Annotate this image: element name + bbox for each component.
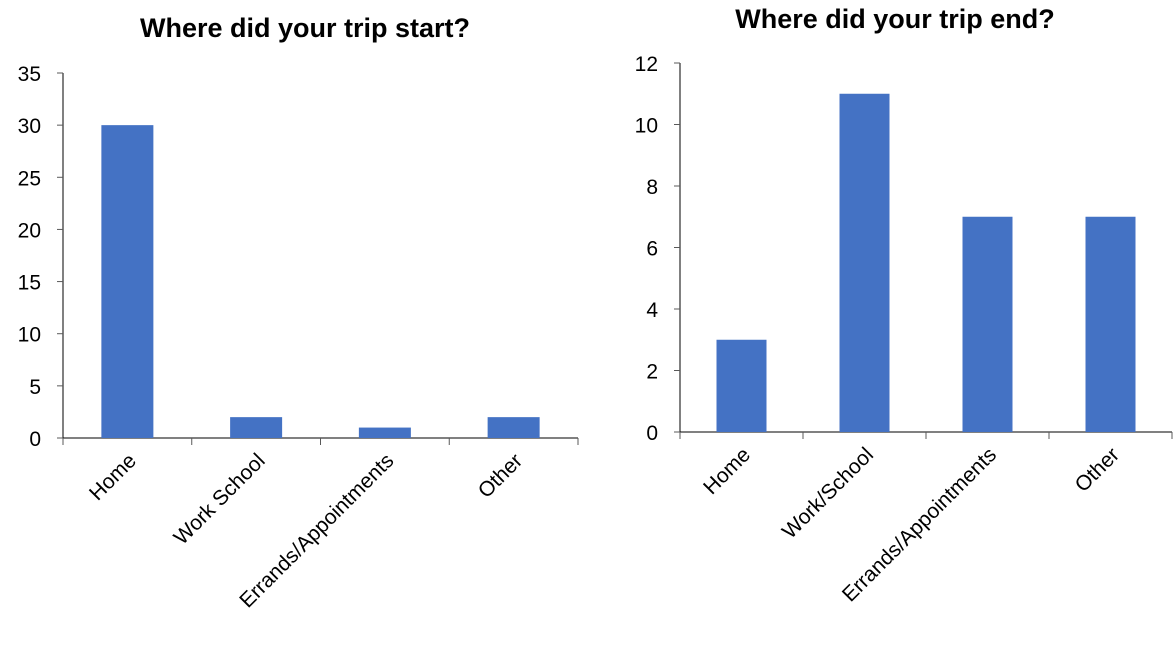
bar (839, 93, 890, 432)
y-tick-label: 4 (646, 299, 658, 322)
x-category-label: Home (699, 443, 755, 499)
y-tick-label: 6 (646, 238, 658, 261)
bar (358, 427, 411, 438)
bar (962, 216, 1013, 432)
x-category-label: Home (85, 449, 141, 505)
y-tick-label: 2 (646, 361, 658, 384)
bar (716, 339, 767, 432)
y-tick-label: 30 (18, 115, 41, 138)
y-tick-label: 10 (18, 324, 41, 347)
y-tick-label: 12 (635, 53, 658, 76)
x-category-label: Work School (169, 449, 269, 549)
bar (101, 125, 154, 439)
y-tick-label: 0 (646, 422, 658, 445)
x-category-label: Work/School (778, 443, 878, 543)
y-tick-label: 35 (18, 63, 41, 86)
x-category-label: Other (474, 449, 527, 502)
y-tick-label: 20 (18, 219, 41, 242)
chart-title: Where did your trip end? (735, 4, 1055, 34)
y-tick-label: 0 (29, 428, 41, 451)
y-tick-label: 8 (646, 176, 658, 199)
y-tick-label: 15 (18, 272, 41, 295)
y-tick-label: 25 (18, 167, 41, 190)
bar (487, 417, 540, 438)
x-category-label: Other (1071, 443, 1124, 496)
chart-trip-end: Where did your trip end? 0 2 4 6 8 10 12 Home Wo… (635, 4, 1173, 606)
y-tick-label: 10 (635, 115, 658, 138)
bar (230, 417, 283, 438)
y-tick-label: 5 (29, 376, 41, 399)
chart-title: Where did your trip start? (140, 13, 470, 43)
bar (1085, 216, 1136, 432)
chart-trip-start: Where did your trip start? 0 5 10 15 20 25 30 3… (18, 13, 579, 612)
